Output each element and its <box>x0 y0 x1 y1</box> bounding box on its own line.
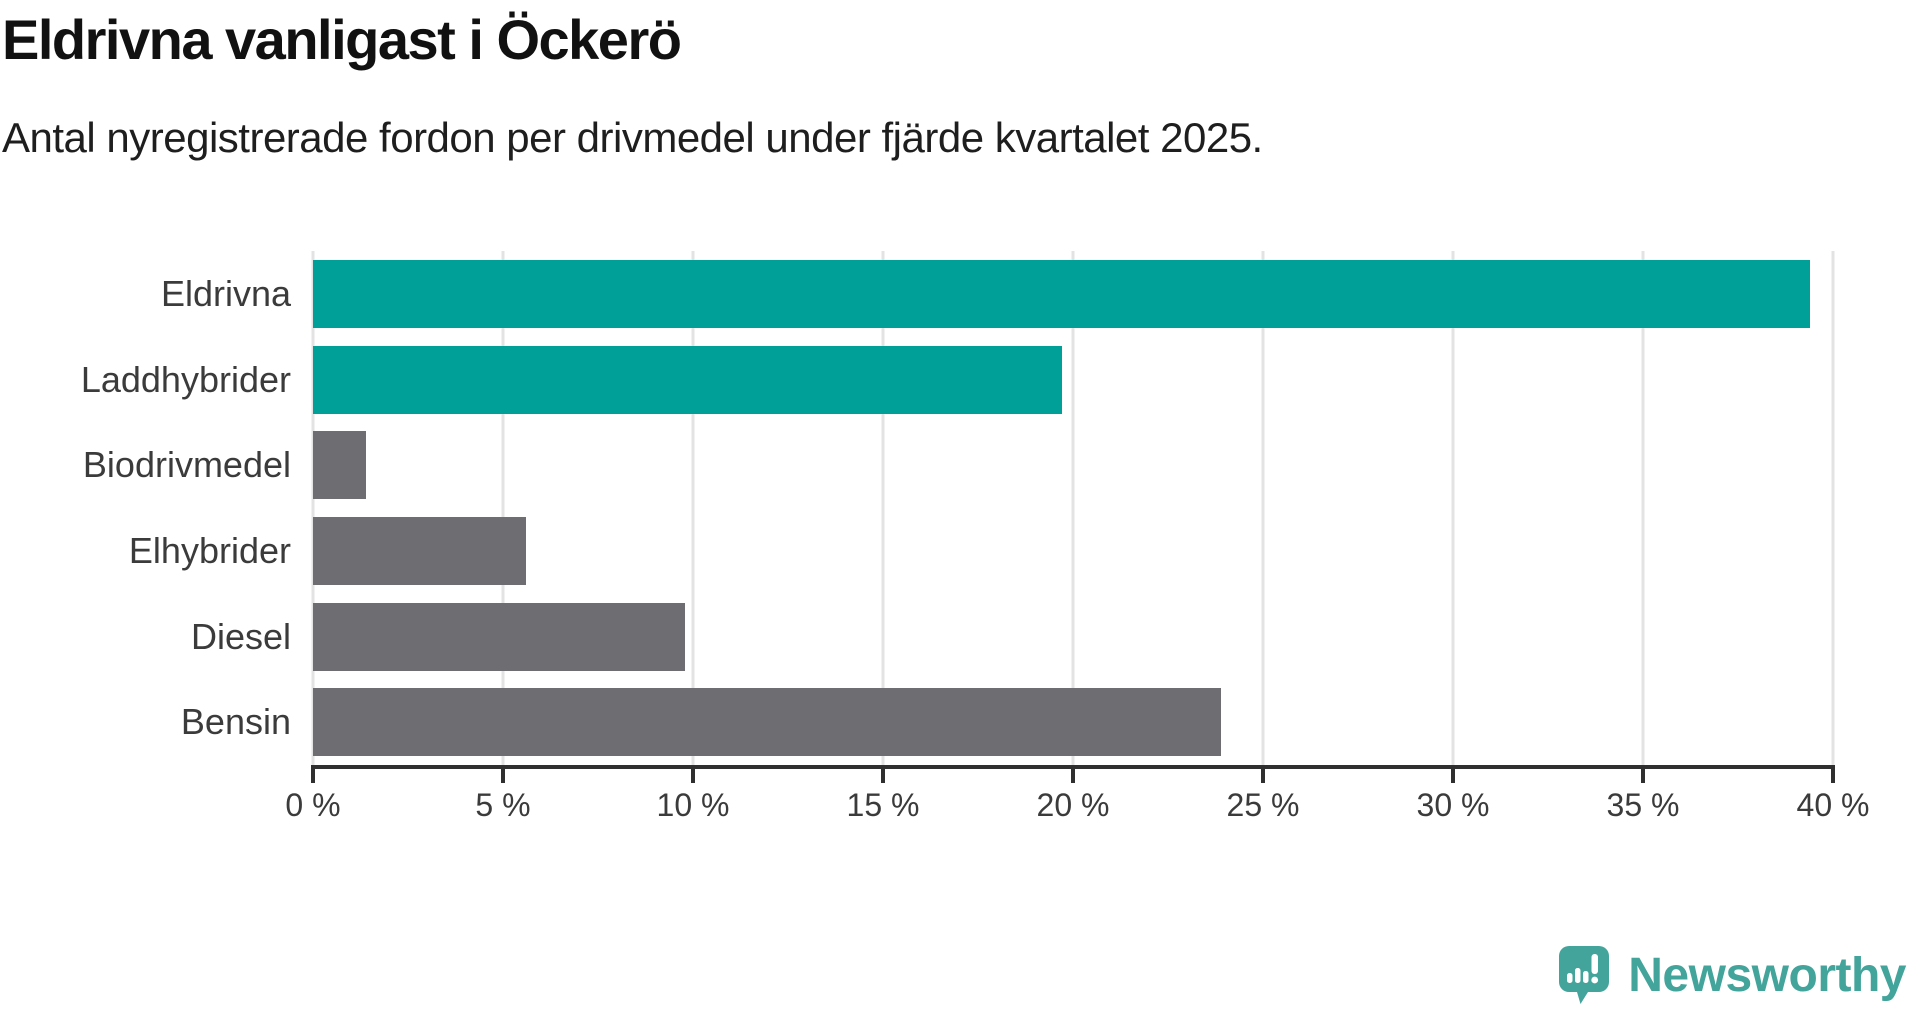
x-axis-tick-label-40: 40 % <box>1796 787 1870 823</box>
category-label-laddhybrider: Laddhybrider <box>80 359 291 400</box>
bar-elhybrider <box>313 517 526 585</box>
x-axis-tick-label-35: 35 % <box>1606 787 1680 823</box>
x-axis-tick-label-20: 20 % <box>1036 787 1110 823</box>
bar-diesel <box>313 603 686 671</box>
category-label-diesel: Diesel <box>190 616 291 657</box>
category-label-elhybrider: Elhybrider <box>128 530 291 571</box>
plot-area <box>311 251 1835 765</box>
newsworthy-logo-icon <box>1559 946 1610 1004</box>
gridline-40 <box>1831 251 1835 765</box>
x-axis-line <box>311 765 1835 769</box>
gridline-5 <box>501 251 505 765</box>
x-axis-tick-label-15: 15 % <box>846 787 920 823</box>
gridline-20 <box>1071 251 1075 765</box>
gridline-10 <box>691 251 695 765</box>
x-axis-tick-30 <box>1451 769 1455 783</box>
x-axis-tick-35 <box>1641 769 1645 783</box>
gridline-25 <box>1261 251 1265 765</box>
x-axis-tick-label-0: 0 % <box>285 787 341 823</box>
category-label-bensin: Bensin <box>180 701 291 742</box>
category-labels: Eldrivna Laddhybrider Biodrivmedel Elhybrid… <box>0 251 291 765</box>
gridline-35 <box>1641 251 1645 765</box>
chart-subtitle: Antal nyregistrerade fordon per drivmede… <box>2 114 1263 161</box>
bar-laddhybrider <box>313 346 1062 414</box>
category-label-eldrivna: Eldrivna <box>160 273 291 314</box>
gridline-0 <box>311 251 315 765</box>
x-axis-tick-label-25: 25 % <box>1226 787 1300 823</box>
x-axis-tick-0 <box>311 769 315 783</box>
bar-biodrivmedel <box>313 431 367 499</box>
logo-exclamation-dot <box>1591 976 1599 984</box>
bar-bensin <box>313 688 1222 756</box>
newsworthy-logo-text: Newsworthy <box>1628 948 1906 1002</box>
x-axis-tick-label-30: 30 % <box>1416 787 1490 823</box>
gridline-15 <box>881 251 885 765</box>
x-axis-tick-10 <box>691 769 695 783</box>
chart-title: Eldrivna vanligast i Öckerö <box>2 8 682 71</box>
x-axis-tick-25 <box>1261 769 1265 783</box>
category-label-biodrivmedel: Biodrivmedel <box>82 444 291 485</box>
x-axis-tick-label-5: 5 % <box>475 787 531 823</box>
logo-bar-large <box>1583 971 1589 983</box>
newsworthy-logo: Newsworthy <box>1558 944 1906 1006</box>
logo-bar-small <box>1567 973 1573 983</box>
logo-bar-medium <box>1575 968 1581 983</box>
logo-exclamation-stem <box>1591 954 1599 974</box>
x-axis-tick-15 <box>881 769 885 783</box>
bar-eldrivna <box>313 260 1811 328</box>
x-axis-tick-40 <box>1831 769 1835 783</box>
x-axis-tick-20 <box>1071 769 1075 783</box>
gridline-30 <box>1451 251 1455 765</box>
x-axis-tick-label-10: 10 % <box>656 787 730 823</box>
x-axis-tick-5 <box>501 769 505 783</box>
